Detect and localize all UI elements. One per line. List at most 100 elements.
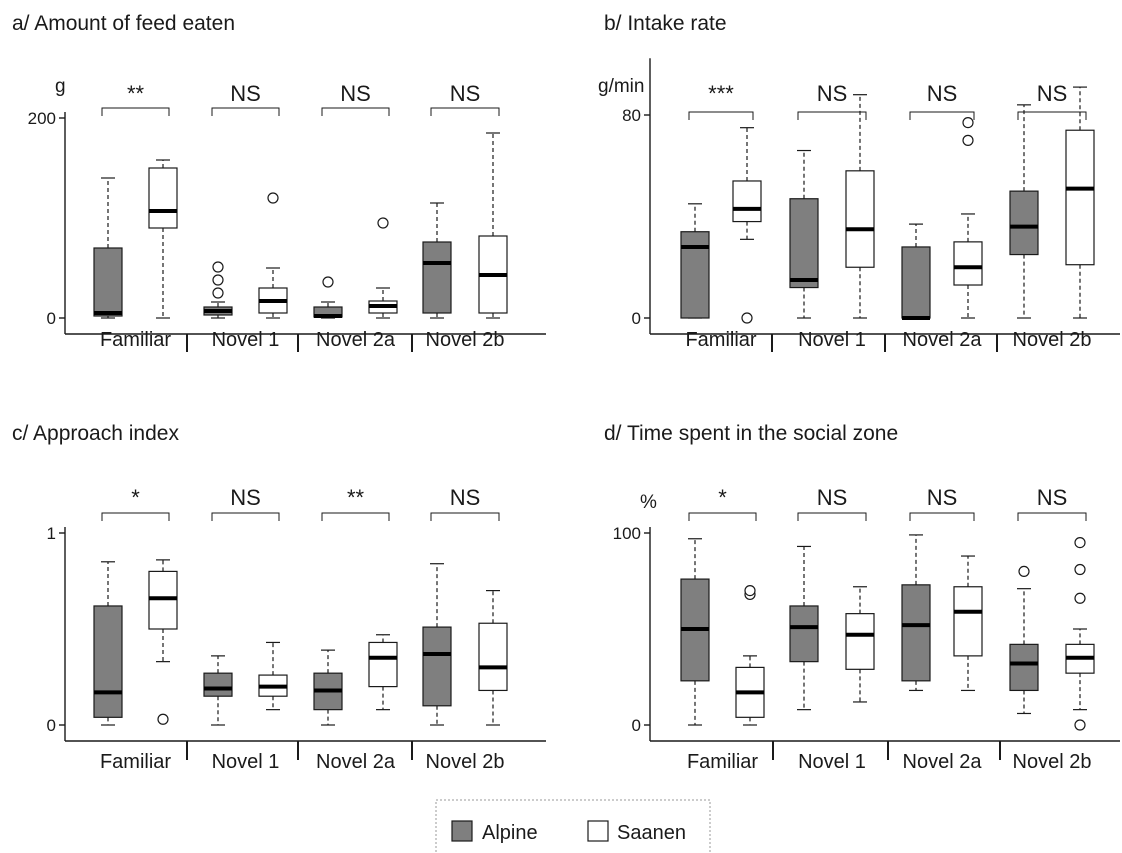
box-iqr <box>368 641 398 688</box>
legend-label-alpine: Alpine <box>482 822 538 844</box>
outlier-point <box>962 117 974 129</box>
box-iqr <box>93 247 123 317</box>
x-category-label: Novel 1 <box>798 329 866 351</box>
significance-bracket <box>321 512 390 521</box>
box-iqr <box>422 626 452 707</box>
box-alpine-novel-1 <box>789 545 819 711</box>
y-tick-label: 80 <box>622 106 641 125</box>
significance-bracket <box>797 512 867 521</box>
legend-swatch-alpine <box>451 820 473 842</box>
significance-label: NS <box>927 485 958 510</box>
box-iqr <box>680 231 710 319</box>
legend-swatch-saanen <box>587 820 609 842</box>
significance-label: NS <box>817 81 848 106</box>
chart-panel-2: b/ Intake rate g/min 0 80 Familiar *** Novel 1… <box>598 12 1120 352</box>
significance-label: NS <box>817 485 848 510</box>
y-tick-label: 200 <box>28 109 56 128</box>
y-axis-label: g/min <box>598 76 644 97</box>
box-iqr <box>1009 643 1039 692</box>
box-saanen-novel-2a <box>368 217 398 319</box>
box-alpine-novel-2a <box>901 534 931 692</box>
significance-bracket <box>211 107 280 116</box>
outlier-point <box>212 274 224 286</box>
y-tick-label: 0 <box>632 716 641 735</box>
box-alpine-novel-1 <box>789 149 819 319</box>
legend-label-saanen: Saanen <box>617 822 686 844</box>
y-axis-label: g <box>55 76 66 97</box>
outlier-point <box>962 134 974 146</box>
significance-bracket <box>909 111 975 120</box>
legend: Alpine Saanen <box>435 799 711 853</box>
y-tick-label: 100 <box>613 524 641 543</box>
outlier-point <box>212 261 224 273</box>
outlier-point <box>1018 565 1030 578</box>
box-saanen-novel-1 <box>845 586 875 703</box>
chart-panel-1: a/ Amount of feed eaten g 0 200 Familiar ** No… <box>12 12 546 352</box>
significance-label: NS <box>450 485 481 510</box>
significance-bracket <box>797 111 867 120</box>
x-category-label: Familiar <box>100 329 171 351</box>
x-category-label: Novel 2b <box>426 329 505 351</box>
significance-label: NS <box>1037 81 1068 106</box>
significance-bracket <box>211 512 280 521</box>
significance-bracket <box>688 111 754 120</box>
box-iqr <box>93 605 123 718</box>
y-tick-label: 0 <box>632 309 641 328</box>
box-alpine-novel-2a <box>901 223 931 320</box>
y-tick-label: 1 <box>47 524 56 543</box>
box-iqr <box>148 167 178 229</box>
box-alpine-familiar <box>680 538 710 726</box>
outlier-point <box>212 287 224 299</box>
significance-bracket <box>101 512 170 521</box>
box-iqr <box>789 198 819 289</box>
significance-label: NS <box>927 81 958 106</box>
box-saanen-novel-2b <box>478 589 508 726</box>
box-saanen-novel-1 <box>258 641 288 711</box>
significance-label: NS <box>1037 485 1068 510</box>
x-category-label: Familiar <box>100 751 171 773</box>
x-category-label: Novel 2b <box>1013 329 1092 351</box>
box-saanen-novel-2a <box>953 117 983 319</box>
x-category-label: Novel 1 <box>212 329 280 351</box>
box-alpine-familiar <box>93 177 123 319</box>
box-alpine-novel-2b <box>422 563 452 726</box>
box-alpine-novel-1 <box>203 655 233 726</box>
outlier-point <box>322 276 334 288</box>
significance-bracket <box>1017 512 1087 521</box>
outlier-point <box>157 713 169 725</box>
chart-panel-3: c/ Approach index 0 1 Familiar * Novel 1 NS Nov… <box>12 422 546 773</box>
significance-bracket <box>430 512 500 521</box>
chart-title: b/ Intake rate <box>604 12 727 35</box>
significance-bracket <box>430 107 500 116</box>
box-iqr <box>845 613 875 670</box>
box-alpine-familiar <box>93 561 123 726</box>
x-category-label: Novel 1 <box>798 751 866 773</box>
x-category-label: Novel 2a <box>903 751 983 773</box>
outlier-point <box>1074 563 1086 576</box>
significance-bracket <box>321 107 390 116</box>
outlier-point <box>1074 719 1086 731</box>
outlier-point <box>1074 592 1086 604</box>
box-alpine-novel-2b <box>1009 565 1039 715</box>
significance-bracket <box>1017 111 1087 120</box>
chart-title: a/ Amount of feed eaten <box>12 12 235 35</box>
outlier-point <box>1074 536 1086 549</box>
box-iqr <box>203 672 233 697</box>
y-tick-label: 0 <box>47 716 56 735</box>
significance-bracket <box>101 107 170 116</box>
box-alpine-novel-2a <box>313 649 343 726</box>
chart-title: c/ Approach index <box>12 422 179 445</box>
x-category-label: Novel 2a <box>316 329 396 351</box>
box-iqr <box>789 605 819 663</box>
box-alpine-familiar <box>680 203 710 319</box>
significance-label: NS <box>230 485 261 510</box>
significance-label: * <box>131 485 140 510</box>
x-category-label: Familiar <box>685 329 756 351</box>
outlier-point <box>741 312 753 324</box>
box-saanen-familiar <box>148 159 178 319</box>
box-iqr <box>732 180 762 223</box>
box-iqr <box>845 170 875 268</box>
box-alpine-novel-1 <box>203 261 233 319</box>
outlier-point <box>744 584 756 597</box>
